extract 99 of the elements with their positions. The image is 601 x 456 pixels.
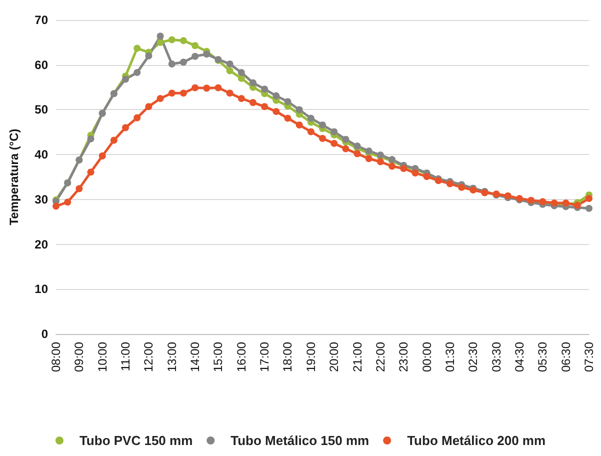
point — [319, 121, 326, 128]
point — [192, 42, 199, 50]
point — [272, 92, 280, 100]
point — [226, 67, 234, 74]
point — [284, 98, 292, 106]
y-tick-label: 10 — [34, 282, 48, 296]
y-tick-label: 20 — [34, 237, 48, 252]
point — [307, 114, 314, 122]
x-tick-label: 00:00 — [420, 342, 434, 372]
point — [156, 95, 164, 102]
point — [330, 140, 338, 147]
point — [342, 145, 350, 152]
point — [134, 44, 141, 52]
point — [87, 135, 94, 142]
point — [180, 90, 187, 97]
x-tick-label: 10:00 — [95, 342, 110, 372]
point — [145, 52, 152, 60]
x-tick-label: 11:00 — [118, 342, 133, 372]
x-tick-label: 19:00 — [304, 342, 318, 372]
point — [296, 106, 303, 114]
x-tick-label: 13:00 — [164, 342, 179, 372]
x-tick-label: 01:30 — [442, 342, 457, 372]
point — [134, 114, 141, 122]
point — [586, 204, 592, 212]
x-tick-label: 17:00 — [258, 342, 272, 372]
point — [226, 90, 234, 97]
point — [376, 158, 384, 166]
point — [52, 202, 60, 210]
point — [168, 36, 176, 44]
point — [87, 168, 94, 176]
x-tick-label: 08:00 — [49, 342, 63, 372]
point — [192, 52, 199, 60]
x-tick-label: 05:30 — [536, 342, 550, 372]
point — [307, 128, 314, 136]
point — [365, 155, 372, 162]
x-tick-label: 09:00 — [72, 342, 86, 372]
legend-label: Tubo Metálico 200 mm — [407, 433, 546, 448]
point — [180, 37, 187, 44]
point — [365, 147, 372, 154]
point — [122, 124, 130, 132]
point — [226, 60, 234, 68]
x-tick-label: 02:30 — [466, 342, 480, 372]
point — [354, 150, 361, 158]
point — [319, 134, 326, 142]
point — [412, 169, 419, 176]
x-tick-label: 07:30 — [582, 342, 596, 372]
point — [238, 95, 245, 102]
point — [238, 68, 245, 76]
point — [180, 58, 187, 66]
point — [388, 162, 396, 170]
y-tick-label: 30 — [34, 192, 48, 206]
point — [64, 198, 72, 206]
x-tick-label: 12:00 — [142, 342, 156, 372]
x-tick-label: 14:00 — [188, 342, 202, 372]
point — [284, 114, 292, 122]
y-tick-label: 50 — [34, 102, 48, 117]
point — [156, 32, 164, 40]
point — [586, 195, 592, 202]
point — [261, 103, 268, 110]
point — [192, 84, 199, 92]
point — [110, 136, 118, 144]
point — [203, 84, 210, 92]
point — [423, 173, 430, 180]
x-tick-label: 22:00 — [373, 342, 388, 372]
x-tick-label: 23:00 — [396, 342, 411, 372]
point — [168, 60, 176, 68]
x-tick-label: 03:30 — [489, 342, 504, 372]
y-tick-label: 40 — [34, 148, 48, 162]
point — [342, 136, 350, 143]
x-tick-label: 20:00 — [327, 342, 342, 372]
y-tick-label: 0 — [41, 327, 48, 341]
point — [249, 99, 256, 106]
y-tick-label: 60 — [34, 58, 48, 72]
legend-label: Tubo Metálico 150 mm — [230, 433, 370, 448]
point — [272, 108, 280, 116]
point — [134, 68, 141, 76]
point — [122, 76, 130, 83]
x-tick-label: 18:00 — [280, 342, 295, 372]
x-tick-label: 06:30 — [558, 342, 573, 372]
point — [76, 185, 83, 192]
point — [203, 50, 210, 58]
point — [214, 84, 222, 92]
point — [296, 121, 303, 128]
point — [330, 128, 338, 136]
x-tick-label: 21:00 — [350, 342, 364, 372]
x-tick-label: 15:00 — [211, 342, 226, 372]
legend-label: Tubo PVC 150 mm — [79, 433, 193, 448]
x-tick-label: 04:30 — [512, 342, 526, 372]
point — [238, 74, 245, 82]
point — [574, 202, 581, 209]
point — [249, 79, 256, 86]
y-axis-title: Temperatura (°C) — [7, 128, 21, 226]
point — [156, 38, 164, 46]
point — [168, 90, 176, 97]
point — [145, 103, 152, 110]
y-tick-label: 70 — [34, 13, 48, 27]
point — [261, 86, 268, 93]
point — [98, 152, 106, 160]
x-tick-label: 16:00 — [234, 342, 248, 372]
